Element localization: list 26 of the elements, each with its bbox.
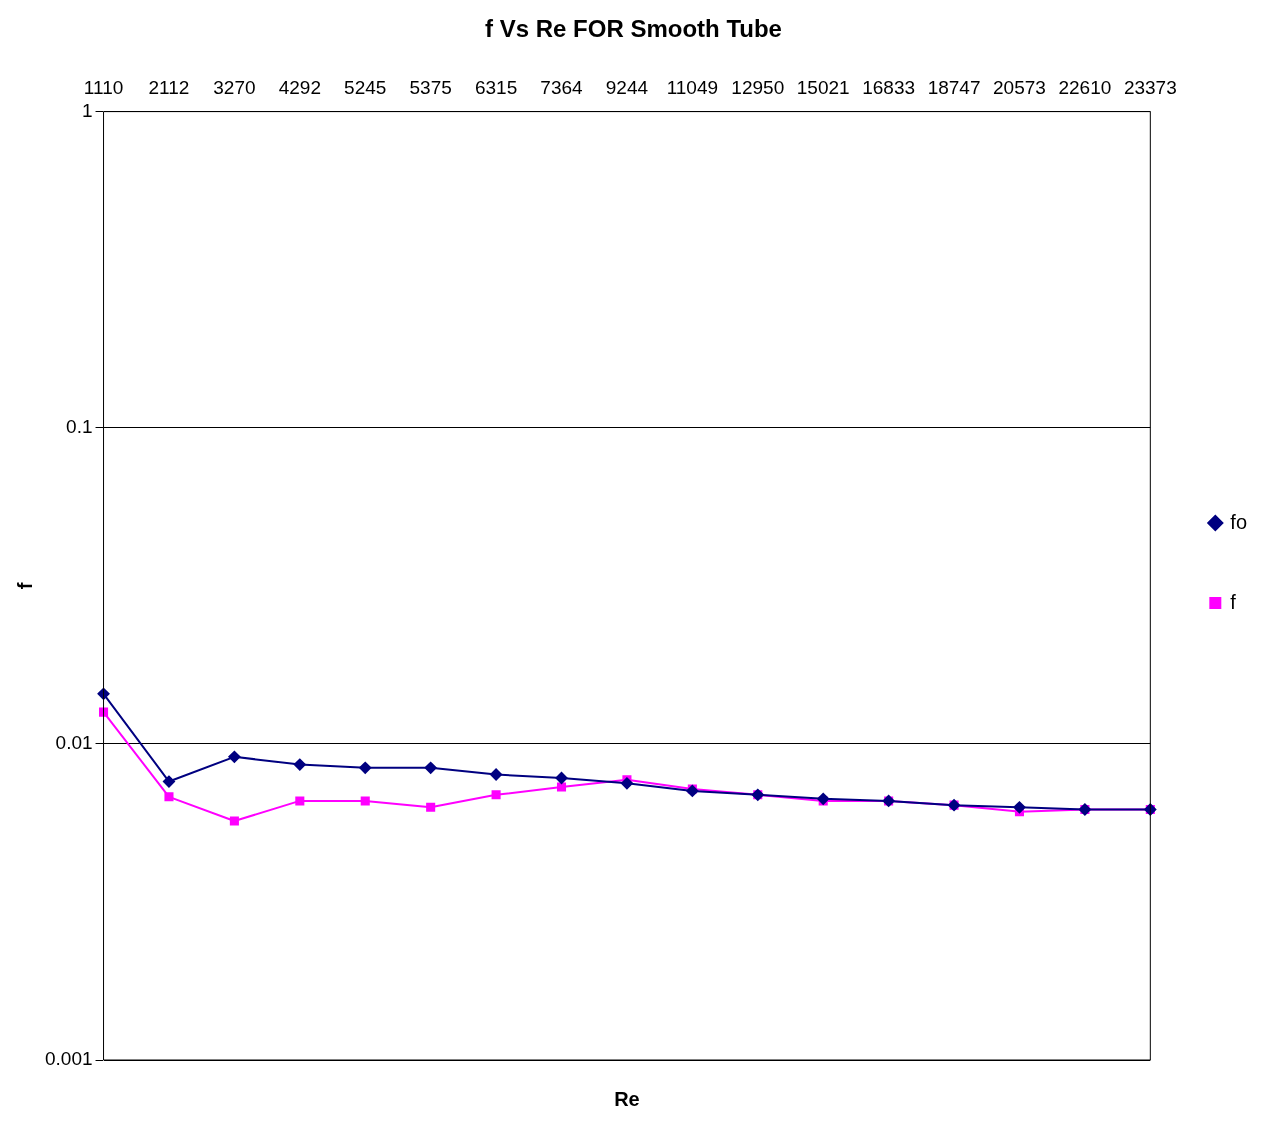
x-tick-label: 18747 [927,77,981,99]
legend-label: fo [1230,510,1248,533]
chart-title: f Vs Re FOR Smooth Tube [485,15,782,43]
x-tick-label: 1110 [83,77,124,99]
x-axis-title: Re [614,1087,640,1110]
x-tick-label: 20573 [993,77,1046,99]
x-tick-label: 15021 [796,77,850,99]
x-tick-label: 12950 [731,77,785,99]
x-tick-label: 5245 [344,77,387,99]
legend-label: f [1230,590,1237,613]
y-tick-label: 0.001 [45,1048,93,1070]
y-tick-label: 0.1 [66,415,93,437]
y-axis-title: f [13,582,36,590]
x-tick-label: 23373 [1123,77,1177,99]
x-tick-label: 7364 [540,77,584,99]
y-tick-label: 1 [81,99,93,121]
x-tick-label: 5375 [409,77,452,99]
x-tick-label: 22610 [1058,77,1112,99]
x-tick-label: 9244 [605,77,649,99]
x-tick-label: 6315 [474,77,518,99]
x-tick-label: 4292 [278,77,321,99]
x-tick-label: 11049 [666,77,719,99]
y-tick-label: 0.01 [55,732,93,754]
x-tick-label: 2112 [148,77,190,99]
x-tick-label: 3270 [213,77,256,99]
x-tick-label: 16833 [862,77,916,99]
